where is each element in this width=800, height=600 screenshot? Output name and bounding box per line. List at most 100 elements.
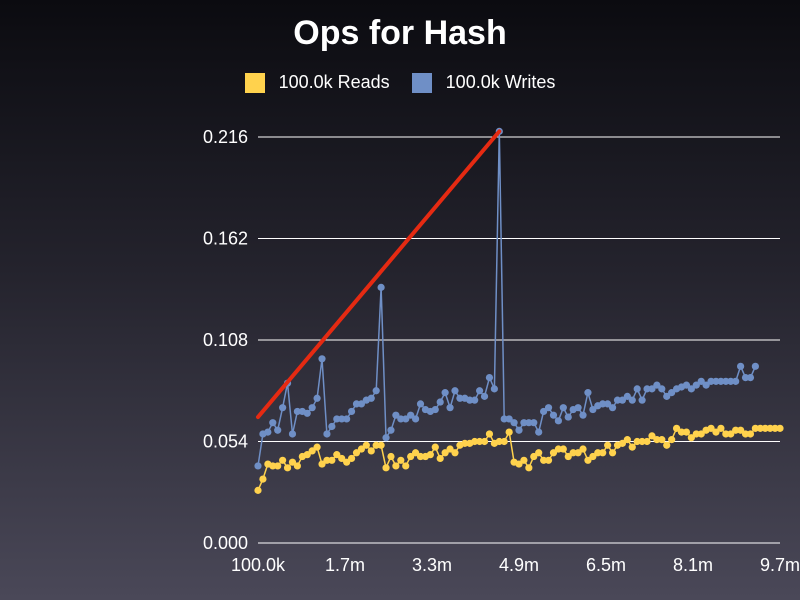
writes-point-15 [328,422,336,431]
writes-point-38 [441,389,449,397]
writes-point-81 [653,381,661,389]
reads-point-25 [377,441,385,449]
reads-point-64 [569,449,577,457]
writes-point-59 [544,404,553,412]
x-tick-label-4: 6.5m [586,555,626,575]
writes-point-76 [628,396,636,404]
y-tick-label-0: 0.000 [203,533,248,553]
writes-point-0 [254,462,262,470]
reads-point-97 [732,426,740,434]
reads-point-30 [402,462,410,470]
writes-point-80 [648,385,656,393]
writes-point-21 [357,400,366,408]
writes-point-19 [347,407,356,416]
writes-point-45 [476,387,484,395]
writes-point-7 [288,430,297,438]
legend-item-reads[interactable]: 100.0k Reads [244,72,390,93]
reads-point-93 [712,428,720,436]
writes-point-82 [658,385,666,393]
writes-point-89 [692,381,700,389]
series-line-writes [257,131,757,467]
writes-point-95 [722,377,730,385]
reads-point-35 [426,451,434,459]
reads-point-65 [574,449,582,457]
reads-point-10 [303,451,311,459]
writes-point-100 [746,373,755,382]
y-tick-label-4: 0.216 [203,127,248,147]
writes-point-65 [574,404,582,412]
reads-point-78 [638,437,646,446]
writes-point-53 [515,426,523,434]
reads-point-36 [431,443,439,451]
reads-point-24 [372,441,380,449]
reads-point-8 [293,462,301,470]
reads-point-29 [397,456,405,464]
reads-point-39 [446,445,454,453]
writes-point-5 [279,404,287,412]
reads-point-103 [761,424,769,432]
reads-point-75 [623,436,631,444]
legend-label-reads: 100.0k Reads [278,72,390,92]
series-line-reads [257,427,780,491]
y-tick-label-1: 0.054 [203,432,248,452]
x-tick-label-0: 100.0k [231,555,286,575]
reads-point-33 [416,452,425,461]
writes-point-90 [697,377,705,385]
writes-point-63 [564,413,572,421]
reads-point-55 [525,464,533,472]
writes-point-10 [303,409,311,417]
y-tick-label-2: 0.108 [203,330,248,350]
writes-point-12 [313,394,321,402]
writes-point-70 [599,400,607,408]
reads-point-66 [579,445,587,453]
reads-point-47 [485,430,494,438]
writes-point-83 [663,392,671,400]
writes-point-46 [480,392,489,400]
writes-point-50 [500,415,508,423]
writes-point-43 [466,396,474,404]
reads-point-21 [357,445,366,453]
reads-point-74 [618,439,627,447]
reads-point-38 [441,449,449,457]
writes-point-73 [613,396,622,404]
reads-point-15 [328,456,336,464]
writes-point-39 [446,404,454,412]
legend-item-writes[interactable]: 100.0k Writes [411,72,555,93]
reads-point-5 [279,456,287,464]
writes-point-33 [416,400,425,408]
writes-point-75 [623,392,631,400]
writes-point-20 [352,400,361,408]
reads-point-96 [727,430,735,438]
writes-point-67 [584,389,592,397]
writes-point-40 [451,387,459,395]
writes-point-91 [702,381,710,389]
writes-point-29 [397,415,405,423]
reads-point-100 [746,430,755,438]
x-tick-label-3: 4.9m [499,555,539,575]
writes-point-18 [343,415,351,423]
reads-point-59 [544,456,553,464]
writes-point-37 [436,398,444,406]
x-tick-label-1: 1.7m [325,555,365,575]
reads-point-90 [697,430,705,438]
reads-point-0 [254,486,262,494]
reads-point-51 [505,428,513,436]
writes-point-41 [456,394,464,402]
reads-point-1 [259,475,267,483]
writes-point-55 [525,419,533,427]
reads-point-80 [648,432,656,440]
reads-point-44 [471,437,479,446]
writes-point-93 [712,377,720,385]
reads-point-27 [387,452,395,461]
reads-point-49 [495,437,503,446]
writes-point-101 [751,362,759,370]
reads-point-77 [633,437,641,446]
reads-point-20 [352,449,361,457]
writes-point-11 [308,404,316,412]
reads-point-28 [392,462,400,470]
reads-point-81 [653,436,661,444]
reads-point-69 [594,449,602,457]
trend-annotation-line [256,129,502,420]
reads-point-61 [554,445,562,453]
